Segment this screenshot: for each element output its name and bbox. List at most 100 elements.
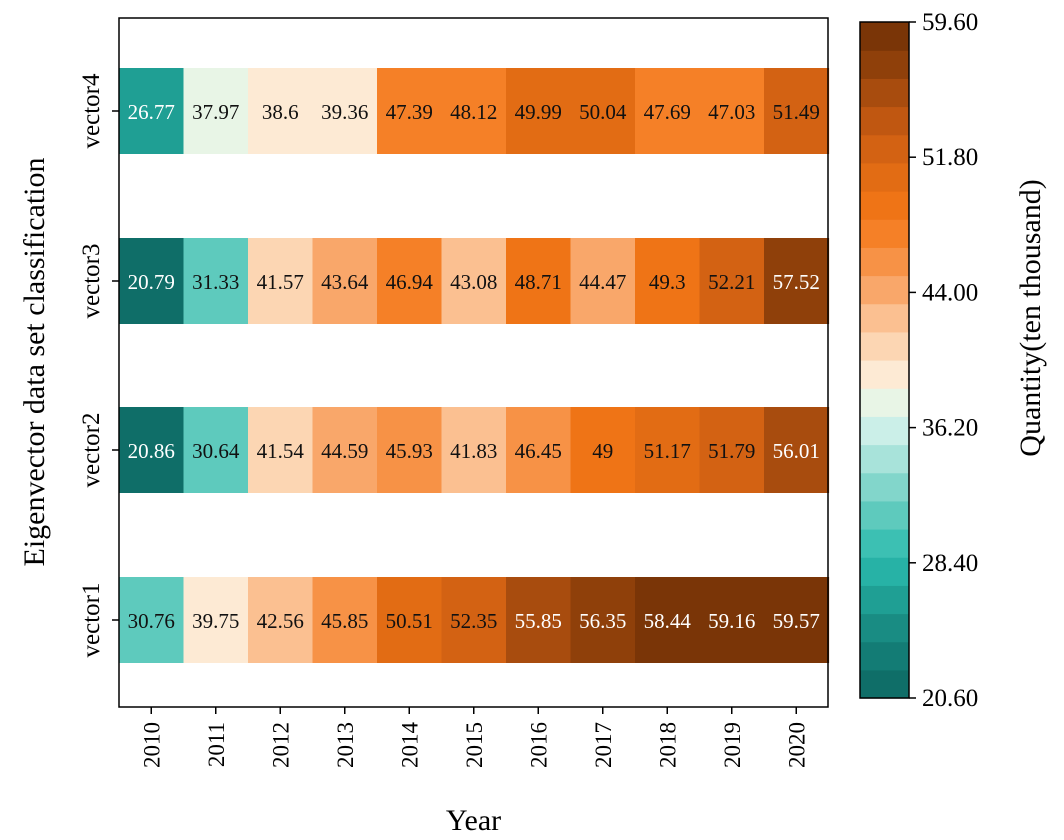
heatmap-cell [312,238,378,324]
cell-value-label: 57.52 [773,270,820,294]
cell-value-label: 58.44 [644,609,692,633]
cell-value-label: 47.39 [386,100,433,124]
colorbar-band [860,529,909,558]
heatmap-cell [312,407,378,493]
cell-value-label: 39.36 [321,100,368,124]
colorbar-tick-label: 59.60 [922,9,978,36]
cell-value-label: 46.94 [386,270,434,294]
heatmap-cell [312,577,378,663]
colorbar-band [860,444,909,474]
colorbar-band [860,641,909,671]
colorbar-band [860,303,909,333]
cell-value-label: 46.45 [515,439,562,463]
cell-value-label: 20.86 [128,439,175,463]
heatmap-cell [183,68,249,154]
heatmap-cell [764,407,830,493]
y-tick-label: vector2 [78,413,105,488]
heatmap-cell [635,407,701,493]
heatmap-cell [570,238,636,324]
y-tick-label: vector1 [78,583,105,658]
heatmap-cell [248,238,314,324]
cell-value-label: 30.64 [192,439,240,463]
heatmap-cell [183,407,249,493]
heatmap-cell [699,577,765,663]
heatmap-cell [119,68,185,154]
heatmap-cell [699,407,765,493]
heatmap-cell [183,577,249,663]
cell-value-label: 38.6 [262,100,299,124]
cell-value-label: 49 [592,439,613,463]
heatmap-cell [635,68,701,154]
colorbar-ticks: 20.60 28.40 36.20 44.00 51.80 59.60 [909,9,978,712]
heatmap-cell [764,238,830,324]
colorbar-tick-label: 36.20 [922,415,978,442]
y-tick-label: vector3 [78,244,105,319]
x-tick-label: 2011 [204,722,229,767]
cell-value-label: 45.93 [386,439,433,463]
heatmap-cell [119,577,185,663]
colorbar-band [860,585,909,615]
heatmap-cell [764,68,830,154]
cell-value-label: 51.49 [773,100,820,124]
heatmap-cell [441,577,507,663]
heatmap-cell [635,577,701,663]
heatmap-cell [441,407,507,493]
heatmap-cell [506,407,572,493]
heatmap-cell [377,407,443,493]
cell-value-label: 20.79 [128,270,175,294]
colorbar-tick-label: 51.80 [922,144,978,171]
colorbar-band [860,360,909,389]
colorbar-tick-label: 28.40 [922,550,978,577]
heatmap-cell [635,238,701,324]
cell-value-label: 47.03 [708,100,755,124]
cell-value-label: 43.08 [450,270,497,294]
heatmap-cell [119,238,185,324]
heatmap-cell [506,238,572,324]
colorbar-band [860,247,909,277]
cell-value-label: 45.85 [321,609,368,633]
x-tick-label: 2014 [397,722,422,769]
colorbar-band [860,388,909,417]
heatmap-cell [570,577,636,663]
x-axis-ticks: 2010 2011 2012 2013 2014 2015 2016 2017 2018 2019… [139,707,809,768]
heatmap-cell [119,407,185,493]
heatmap-cell [441,68,507,154]
cell-value-label: 52.35 [450,609,497,633]
cell-value-label: 49.3 [649,270,686,294]
cell-value-label: 41.83 [450,439,497,463]
cell-value-label: 30.76 [128,609,175,633]
heatmap-cell [377,68,443,154]
x-tick-label: 2016 [526,722,551,768]
colorbar-band [860,106,909,136]
heatmap-cell [248,68,314,154]
cell-value-label: 31.33 [192,270,239,294]
cell-value-label: 41.57 [257,270,304,294]
heatmap-cell [570,68,636,154]
heatmap-cell [441,238,507,324]
colorbar-tick-label: 44.00 [922,279,978,306]
heatmap-cell-labels: 26.77 37.97 38.6 39.36 47.39 48.12 49.99 50.04 4… [128,100,820,633]
colorbar-band [860,78,909,108]
cell-value-label: 56.01 [773,439,820,463]
colorbar-band [860,219,909,248]
colorbar [860,22,909,699]
colorbar-band [860,134,909,164]
heatmap-cell [699,68,765,154]
colorbar-band [860,416,909,446]
colorbar-band [860,50,909,79]
x-tick-label: 2015 [462,722,487,768]
cell-value-label: 39.75 [192,609,239,633]
cell-value-label: 42.56 [257,609,304,633]
cell-value-label: 50.04 [579,100,627,124]
cell-value-label: 52.21 [708,270,755,294]
colorbar-label: Quantity(ten thousand) [1014,179,1047,456]
x-tick-label: 2013 [333,722,358,768]
x-tick-label: 2018 [655,722,680,768]
colorbar-band [860,500,909,530]
colorbar-band [860,472,909,502]
x-tick-label: 2012 [268,722,293,768]
heatmap-cell [377,577,443,663]
heatmap-cell [506,577,572,663]
colorbar-band [860,22,909,51]
